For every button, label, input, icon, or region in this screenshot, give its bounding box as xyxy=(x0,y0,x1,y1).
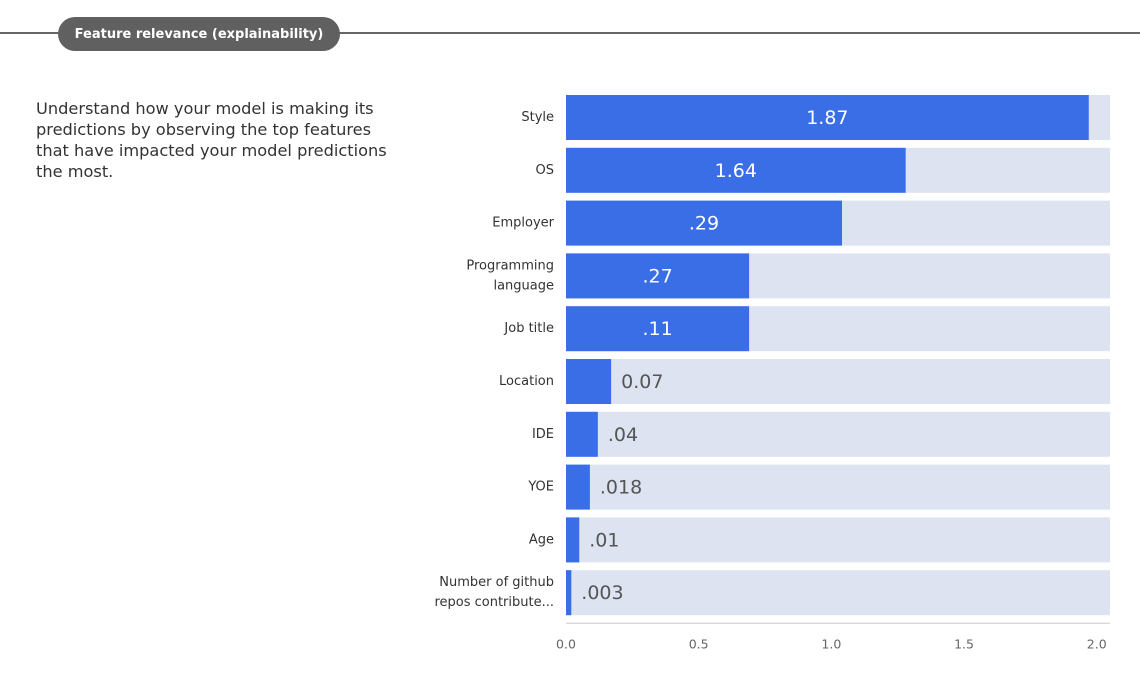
category-label: Location xyxy=(499,374,554,389)
bar xyxy=(566,147,906,193)
value-label: .04 xyxy=(608,424,638,446)
bar-track xyxy=(566,359,1110,404)
bar xyxy=(566,200,842,246)
category-label: YOE xyxy=(527,480,554,495)
category-label: Age xyxy=(529,532,554,547)
bar xyxy=(566,517,580,563)
value-label: .01 xyxy=(589,529,619,551)
x-tick-label: 0.0 xyxy=(556,637,576,652)
category-label: OS xyxy=(536,163,554,178)
bar xyxy=(566,570,572,616)
bar-track xyxy=(566,411,1110,457)
category-label: Programming xyxy=(466,258,554,273)
category-label: Employer xyxy=(492,216,554,231)
value-label: .003 xyxy=(581,582,623,604)
category-label: Number of github xyxy=(439,575,554,590)
category-label: Job title xyxy=(503,321,554,336)
value-label: 0.07 xyxy=(621,371,663,393)
value-label: .11 xyxy=(642,318,672,340)
category-label: language xyxy=(493,278,554,293)
bar xyxy=(566,359,612,404)
bar xyxy=(566,306,750,352)
section-divider-line xyxy=(0,32,1140,34)
bar xyxy=(566,95,1089,140)
x-tick-label: 2.0 xyxy=(1087,637,1107,652)
x-tick-label: 1.0 xyxy=(821,637,841,652)
value-label: 1.87 xyxy=(806,107,848,129)
category-label: repos contribute... xyxy=(434,595,554,610)
section-header-pill: Feature relevance (explainability) xyxy=(58,17,340,51)
bar xyxy=(566,253,750,299)
value-label: .29 xyxy=(689,213,719,235)
bar xyxy=(566,464,590,510)
bar-track xyxy=(566,464,1110,510)
bar xyxy=(566,411,598,457)
category-label: IDE xyxy=(532,427,554,442)
x-tick-label: 0.5 xyxy=(689,637,709,652)
value-label: .27 xyxy=(642,265,672,287)
description-text: Understand how your model is making its … xyxy=(36,99,387,181)
category-label: Style xyxy=(521,110,554,125)
value-label: .018 xyxy=(600,477,642,499)
bar-track xyxy=(566,570,1110,616)
value-label: 1.64 xyxy=(715,160,757,182)
bar-track xyxy=(566,517,1110,563)
x-tick-label: 1.5 xyxy=(954,637,974,652)
